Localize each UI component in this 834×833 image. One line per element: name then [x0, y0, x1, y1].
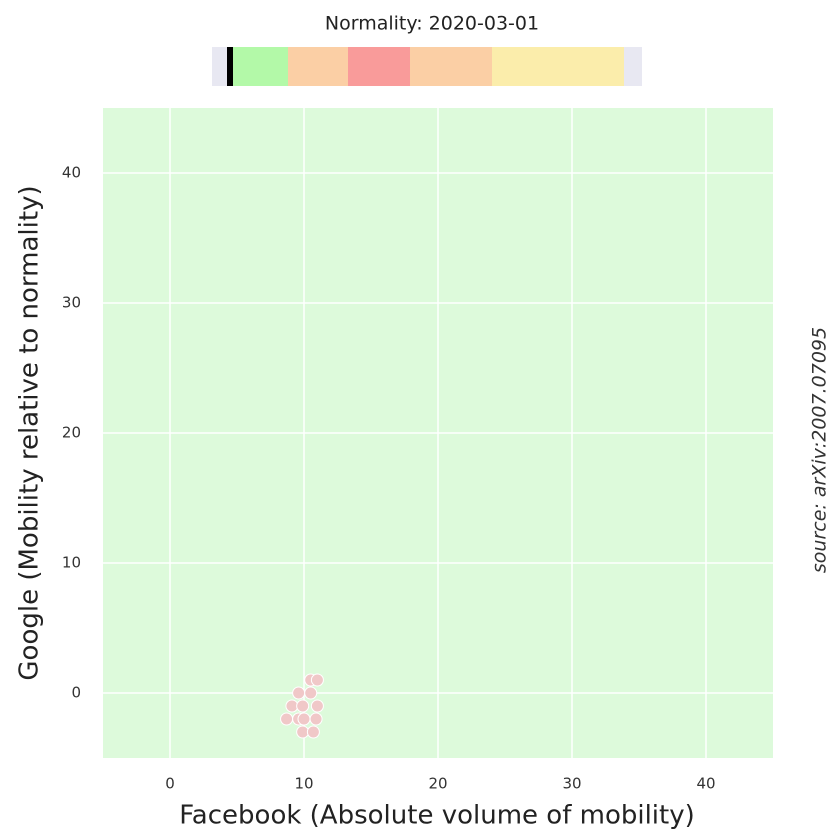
phase-segment	[410, 47, 492, 86]
phase-segment	[348, 47, 410, 86]
chart-title: Normality: 2020-03-01	[325, 13, 539, 35]
x-tick-label: 0	[165, 775, 175, 793]
source-annotation: source: arXiv:2007.07095	[809, 327, 831, 573]
x-axis-label: Facebook (Absolute volume of mobility)	[179, 801, 695, 831]
y-tick-label: 0	[71, 684, 81, 702]
y-tick-label: 10	[62, 554, 81, 572]
x-tick-label: 20	[428, 775, 447, 793]
phase-bar	[212, 47, 642, 86]
point	[297, 712, 311, 726]
y-tick-label: 40	[62, 164, 81, 182]
point	[310, 699, 324, 713]
point	[280, 712, 294, 726]
x-tick-label: 30	[562, 775, 581, 793]
x-tick-label: 40	[696, 775, 715, 793]
phase-segment	[233, 47, 288, 86]
y-axis-label: Google (Mobility relative to normality)	[15, 185, 45, 680]
y-tick-label: 20	[62, 424, 81, 442]
point	[285, 699, 299, 713]
point	[310, 673, 324, 687]
x-tick-label: 10	[294, 775, 313, 793]
point	[306, 725, 320, 739]
point	[296, 699, 310, 713]
phase-marker	[227, 47, 233, 86]
y-tick-label: 30	[62, 294, 81, 312]
point	[309, 712, 323, 726]
point	[304, 686, 318, 700]
phase-segment	[288, 47, 348, 86]
point	[292, 686, 306, 700]
point	[296, 725, 310, 739]
phase-segment	[492, 47, 624, 86]
